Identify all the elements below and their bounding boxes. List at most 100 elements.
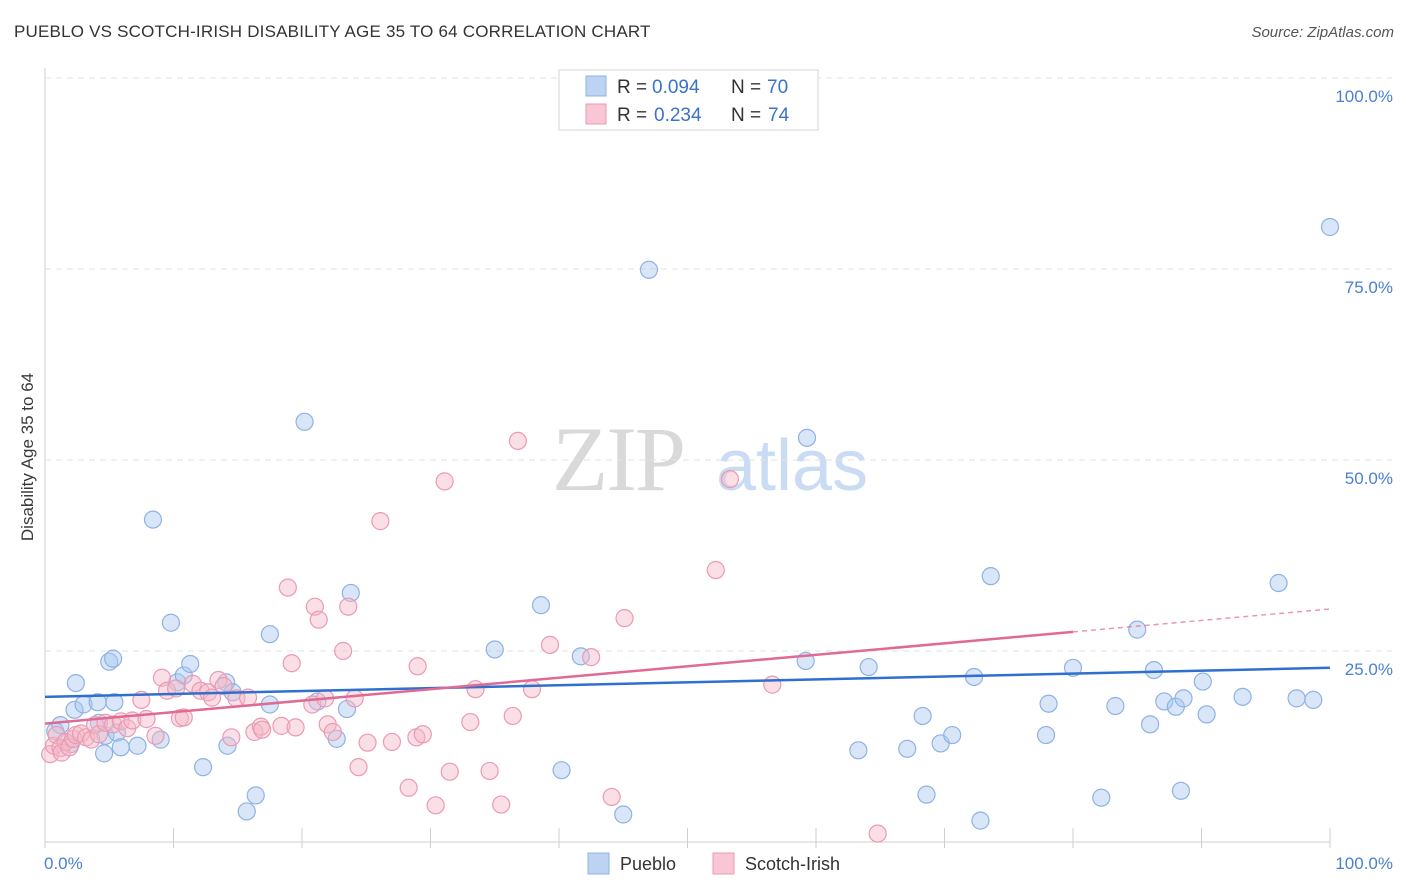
scotch-irish-point	[371, 512, 390, 531]
scotch-irish-point	[323, 722, 342, 742]
series-legend: Pueblo Scotch-Irish	[587, 852, 840, 875]
pueblo-point	[237, 802, 256, 821]
scotch-irish-point	[339, 597, 358, 616]
stats-legend: R = 0.094 N = 70 R = 0.234 N = 74	[558, 69, 819, 131]
scotch-irish-point	[272, 716, 291, 735]
scotch-irish-point	[763, 675, 782, 694]
scotch-irish-trend-line	[44, 630, 1074, 725]
pueblo-point	[943, 725, 962, 745]
pueblo-point	[859, 657, 878, 677]
pueblo-point	[1193, 672, 1212, 691]
scotch-irish-point	[358, 733, 377, 752]
pueblo-point	[1039, 694, 1058, 713]
scotch-irish-point	[146, 726, 165, 745]
scotch-irish-point	[251, 717, 270, 736]
x-tick-label: 100.0%	[1335, 854, 1393, 873]
legend-n-label-1: N =	[731, 77, 761, 98]
scotch-irish-point	[706, 560, 725, 580]
scotch-irish-point	[426, 796, 445, 815]
scotch-irish-point	[602, 787, 621, 807]
trend-lines	[44, 608, 1331, 725]
scotch-irish-point	[503, 706, 522, 726]
pueblo-point	[1106, 696, 1125, 716]
pueblo-point	[161, 613, 181, 632]
scotch-irish-point	[41, 745, 60, 764]
pueblo-point	[1320, 217, 1340, 237]
scotch-irish-point	[413, 725, 432, 744]
scotch-irish-point	[349, 758, 368, 777]
pueblo-point	[898, 739, 917, 758]
scotch-irish-point	[399, 778, 418, 797]
scotch-irish-point	[720, 470, 740, 489]
pueblo-point	[849, 741, 868, 760]
pueblo-point	[246, 786, 265, 805]
grid	[45, 77, 1392, 652]
y-tick-label: 25.0%	[1345, 660, 1393, 679]
pueblo-point	[1128, 620, 1147, 639]
legend-r-value-1: 0.094	[652, 77, 700, 98]
pueblo-point	[1174, 689, 1193, 708]
watermark-atlas: atlas	[716, 426, 868, 506]
pueblo-swatch	[585, 75, 607, 97]
scotch-irish-point	[253, 720, 272, 739]
legend-r-label-2: R =	[617, 105, 647, 126]
pueblo-point	[917, 785, 936, 804]
watermark-zip: ZIP	[552, 408, 684, 510]
pueblo-point	[485, 640, 504, 659]
legend-pueblo-swatch	[587, 852, 610, 875]
scotch-irish-point	[345, 689, 364, 708]
legend-n-value-2: 74	[768, 105, 790, 126]
legend-r-value-2: 0.234	[654, 105, 702, 126]
x-tick-label: 0.0%	[44, 854, 83, 873]
scotch-irish-point	[174, 708, 193, 727]
pueblo-point	[1287, 689, 1306, 708]
pueblo-point	[107, 723, 127, 742]
axes	[44, 68, 1331, 848]
pueblo-point	[111, 738, 130, 757]
scotch-irish-trend-extension	[1072, 608, 1331, 633]
pueblo-point	[295, 412, 314, 431]
scotch-irish-point	[582, 648, 601, 667]
pueblo-point	[981, 567, 1000, 586]
pueblo-point	[66, 673, 85, 693]
scotch-irish-point	[282, 654, 301, 673]
scotch-irish-point	[191, 681, 210, 700]
pueblo-point	[193, 758, 213, 777]
pueblo-point	[1140, 715, 1160, 734]
y-tick-label: 75.0%	[1345, 278, 1393, 297]
scotch-irish-point	[278, 578, 297, 597]
scotch-irish-point	[286, 718, 305, 737]
data-points	[41, 217, 1340, 843]
y-axis-label: Disability Age 35 to 64	[18, 373, 37, 541]
pueblo-point	[1233, 687, 1252, 706]
legend-scotch-irish-swatch	[712, 852, 735, 875]
pueblo-point	[218, 736, 237, 755]
scotch-irish-point	[508, 431, 527, 450]
pueblo-point	[614, 805, 633, 824]
scotch-irish-swatch	[585, 103, 607, 125]
pueblo-point	[95, 744, 114, 763]
scotch-irish-point	[480, 761, 499, 781]
pueblo-point	[341, 583, 360, 603]
legend-pueblo-label: Pueblo	[620, 854, 676, 874]
scotch-irish-point	[334, 641, 353, 661]
chart-title: PUEBLO VS SCOTCH-IRISH DISABILITY AGE 35…	[14, 22, 651, 41]
scotch-irish-point	[615, 609, 634, 628]
scotch-irish-point	[408, 657, 427, 676]
pueblo-point	[971, 811, 990, 830]
scotch-irish-point	[382, 732, 402, 752]
scotch-irish-point	[309, 610, 328, 629]
pueblo-point	[1304, 690, 1323, 709]
pueblo-point	[571, 647, 590, 666]
y-tick-label: 100.0%	[1335, 87, 1393, 106]
scotch-irish-point	[89, 725, 109, 744]
pueblo-point	[104, 649, 123, 668]
pueblo-point	[797, 428, 817, 447]
pueblo-point	[1171, 781, 1191, 800]
pueblo-point	[260, 625, 279, 644]
legend-r-label-1: R =	[617, 77, 647, 98]
pueblo-point	[1197, 705, 1216, 724]
pueblo-point	[1155, 692, 1174, 711]
pueblo-point	[65, 700, 84, 719]
